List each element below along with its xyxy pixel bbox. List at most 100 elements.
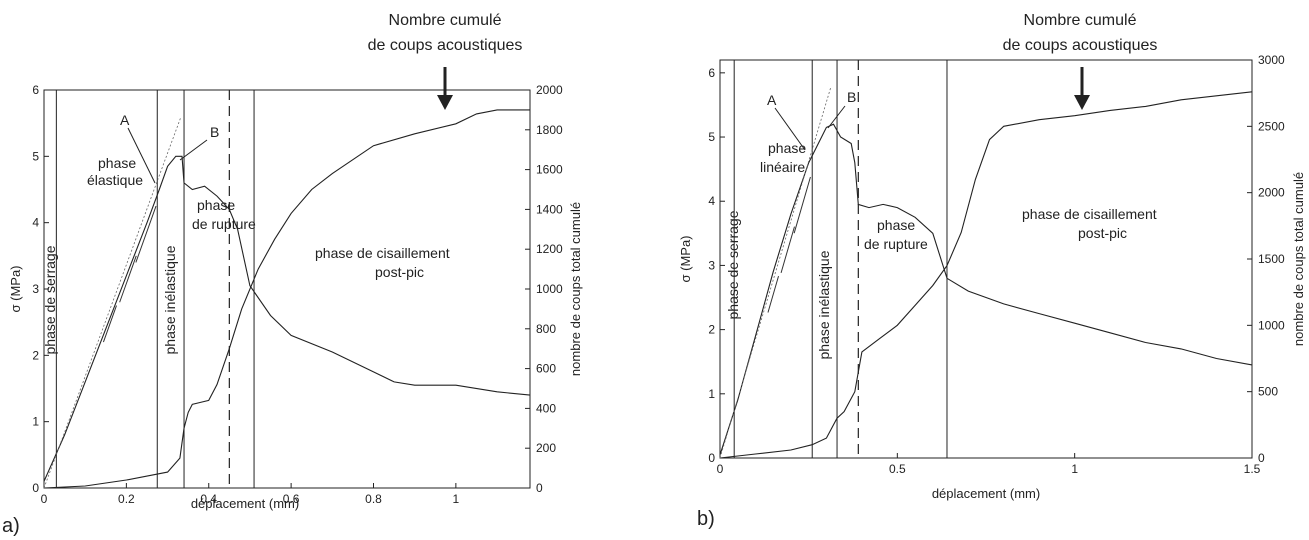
label-phase-rupture-a-1: phase	[197, 197, 235, 213]
x-axis-label-a: déplacement (mm)	[191, 496, 299, 511]
y-tick-label-a: 0	[32, 481, 39, 495]
y-tick-label-a: 4	[32, 216, 39, 230]
x-tick-label-a: 0	[41, 492, 48, 506]
cumulative-counts-curve-a	[43, 109, 530, 489]
y2-tick-label-b: 3000	[1258, 53, 1285, 67]
x-tick-label-b: 0.5	[889, 462, 906, 476]
arrow-B-a	[179, 139, 208, 161]
arrow-A-b	[774, 107, 806, 151]
y-tick-label-b: 6	[708, 66, 715, 80]
y2-axis-label-a: nombre de coups total cumulé	[568, 202, 583, 376]
y2-tick-label-a: 0	[536, 481, 543, 495]
label-phase-lineaire-1: phase	[768, 140, 806, 156]
cumulative-counts-curve-b	[719, 91, 1253, 459]
chart-a: 0 0.2 0.4 0.6 0.8 1 0 1 2 3 4 5 6 0 200 400 600 800 1000 12…	[2, 12, 583, 537]
y-tick-label-a: 6	[32, 83, 39, 97]
label-phase-cisaillement-a-2: post-pic	[375, 264, 424, 280]
label-nombre-cumule-a-1: Nombre cumulé	[389, 12, 502, 29]
x-axis-label-b: déplacement (mm)	[932, 486, 1040, 501]
x-tick-label-a: 0.8	[365, 492, 382, 506]
plot-frame-b	[719, 59, 1253, 459]
label-phase-inelastique-b: phase inélastique	[816, 250, 832, 359]
y-tick-label-b: 4	[708, 194, 715, 208]
y2-tick-label-b: 1500	[1258, 252, 1285, 266]
x-tick-label-b: 1.5	[1244, 462, 1261, 476]
unloading-cycle-b	[780, 226, 795, 274]
y2-tick-label-a: 1000	[536, 282, 563, 296]
y-axis-label-b: σ (MPa)	[678, 235, 693, 282]
y2-tick-label-b: 1000	[1258, 318, 1285, 332]
y-tick-label-b: 3	[708, 258, 715, 272]
label-phase-serrage-a: phase de serrage	[42, 245, 58, 354]
unloading-cycle-a	[102, 305, 117, 343]
phase-lines-a	[55, 90, 255, 488]
x-tick-label-a: 0.6	[283, 492, 300, 506]
label-phase-inelastique-a: phase inélastique	[162, 245, 178, 354]
plot-frame-a	[43, 89, 531, 489]
x-tick-label-b: 0	[717, 462, 724, 476]
tangent-line-a	[43, 116, 182, 489]
tangent-line-b	[719, 87, 832, 459]
y2-tick-label-a: 1600	[536, 163, 563, 177]
y-tick-label-b: 2	[708, 323, 715, 337]
label-phase-serrage-b: phase de serrage	[725, 210, 741, 319]
y-tick-label-a: 1	[32, 415, 39, 429]
axes-a: 0 0.2 0.4 0.6 0.8 1 0 1 2 3 4 5 6 0 200 400 600 800 1000 12…	[32, 83, 563, 506]
label-phase-rupture-a-2: de rupture	[192, 216, 256, 232]
panel-label-b: b)	[697, 508, 715, 530]
y2-tick-label-a: 1200	[536, 242, 563, 256]
arrow-down-icon	[437, 67, 453, 110]
series-a	[43, 109, 531, 489]
label-phase-cisaillement-a-1: phase de cisaillement	[315, 245, 450, 261]
y-tick-label-b: 5	[708, 130, 715, 144]
phase-lines-b	[733, 60, 948, 458]
unloading-cycle-b	[767, 276, 780, 313]
y2-tick-label-a: 1800	[536, 123, 563, 137]
label-nombre-cumule-a-2: de coups acoustiques	[368, 37, 523, 54]
arrow-A-a	[127, 127, 156, 184]
chart-b: 0 0.5 1 1.50123456050010001500200025003000 …	[678, 12, 1306, 530]
y-tick-label-b: 1	[708, 387, 715, 401]
y-tick-label-a: 5	[32, 149, 39, 163]
x-tick-label-b: 1	[1071, 462, 1078, 476]
label-phase-cisaillement-b-1: phase de cisaillement	[1022, 206, 1157, 222]
annotation-A-a: A	[120, 112, 130, 128]
x-tick-label-a: 1	[453, 492, 460, 506]
label-nombre-cumule-b-1: Nombre cumulé	[1024, 12, 1137, 29]
arrow-B-b	[827, 105, 846, 129]
unloading-cycle-a	[135, 205, 157, 263]
y-tick-label-a: 2	[32, 348, 39, 362]
label-phase-rupture-b-2: de rupture	[864, 236, 928, 252]
label-nombre-cumule-b-2: de coups acoustiques	[1003, 37, 1158, 54]
x-tick-label-a: 0.4	[200, 492, 217, 506]
label-phase-cisaillement-b-2: post-pic	[1078, 225, 1127, 241]
y2-tick-label-a: 200	[536, 441, 556, 455]
y-tick-label-b: 0	[708, 451, 715, 465]
y-tick-label-a: 3	[32, 282, 39, 296]
unloading-cycle-b	[793, 176, 811, 234]
x-tick-label-a: 0.2	[118, 492, 135, 506]
y2-tick-label-b: 0	[1258, 451, 1265, 465]
y-axis-label-a: σ (MPa)	[8, 265, 23, 312]
y2-tick-label-a: 600	[536, 362, 556, 376]
panel-label-a: a)	[2, 515, 20, 537]
label-phase-elastique-1: phase	[98, 155, 136, 171]
label-phase-lineaire-2: linéaire	[760, 159, 805, 175]
arrow-down-icon	[1074, 67, 1090, 110]
series-b	[719, 87, 1253, 459]
y2-tick-label-a: 800	[536, 322, 556, 336]
y2-tick-label-b: 2000	[1258, 186, 1285, 200]
stress-curve-b	[719, 123, 1253, 455]
unloading-cycle-a	[119, 255, 137, 303]
y2-tick-label-a: 400	[536, 401, 556, 415]
y2-tick-label-a: 1400	[536, 202, 563, 216]
label-phase-elastique-2: élastique	[87, 172, 143, 188]
y2-tick-label-a: 2000	[536, 83, 563, 97]
label-phase-rupture-b-1: phase	[877, 217, 915, 233]
annotation-B-a: B	[210, 124, 219, 140]
stress-curve-a	[43, 155, 531, 482]
y2-tick-label-b: 2500	[1258, 119, 1285, 133]
y2-tick-label-b: 500	[1258, 385, 1278, 399]
